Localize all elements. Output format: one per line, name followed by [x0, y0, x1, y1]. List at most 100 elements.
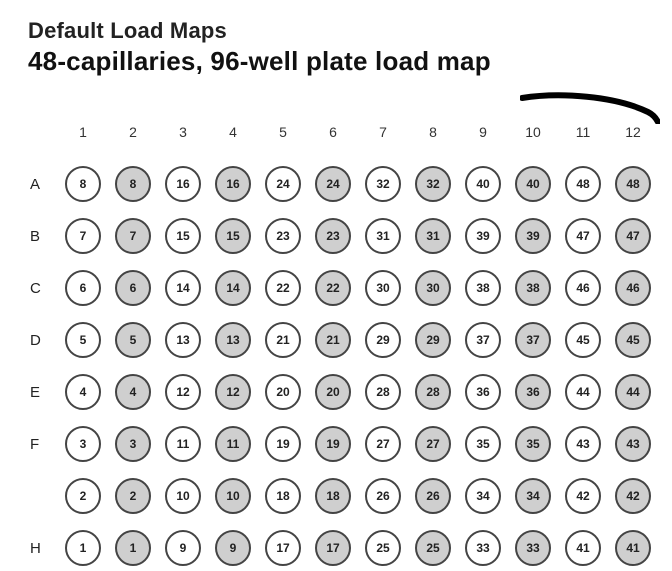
well-cell: 27 [410, 426, 456, 462]
well-cell: 31 [360, 218, 406, 254]
well-cell: 33 [460, 530, 506, 566]
well: 46 [565, 270, 601, 306]
well: 7 [65, 218, 101, 254]
well: 3 [115, 426, 151, 462]
well-cell: 20 [310, 374, 356, 410]
well: 43 [615, 426, 651, 462]
well: 41 [615, 530, 651, 566]
row-header: E [28, 384, 56, 401]
well-cell: 26 [410, 478, 456, 514]
well-cell: 38 [460, 270, 506, 306]
well: 35 [515, 426, 551, 462]
column-header: 8 [410, 124, 456, 140]
well: 29 [415, 322, 451, 358]
well-cell: 41 [610, 530, 656, 566]
well-cell: 30 [410, 270, 456, 306]
well-cell: 19 [260, 426, 306, 462]
well: 15 [165, 218, 201, 254]
well: 25 [365, 530, 401, 566]
column-header: 10 [510, 124, 556, 140]
well-cell: 5 [60, 322, 106, 358]
well-cell: 6 [110, 270, 156, 306]
well: 17 [315, 530, 351, 566]
well-cell: 3 [110, 426, 156, 462]
well-cell: 28 [360, 374, 406, 410]
well: 6 [65, 270, 101, 306]
well: 15 [215, 218, 251, 254]
well: 26 [415, 478, 451, 514]
well: 18 [265, 478, 301, 514]
well: 3 [65, 426, 101, 462]
well-cell: 34 [510, 478, 556, 514]
well-cell: 10 [210, 478, 256, 514]
well-cell: 32 [360, 166, 406, 202]
well: 36 [465, 374, 501, 410]
well: 10 [165, 478, 201, 514]
well-cell: 27 [360, 426, 406, 462]
well: 21 [315, 322, 351, 358]
well: 12 [165, 374, 201, 410]
well-cell: 8 [60, 166, 106, 202]
column-header: 2 [110, 124, 156, 140]
well-cell: 5 [110, 322, 156, 358]
column-header: 7 [360, 124, 406, 140]
well: 47 [615, 218, 651, 254]
well: 29 [365, 322, 401, 358]
well-cell: 7 [60, 218, 106, 254]
well: 40 [515, 166, 551, 202]
well: 14 [215, 270, 251, 306]
row-header: H [28, 540, 56, 557]
well: 28 [365, 374, 401, 410]
column-header: 12 [610, 124, 656, 140]
well-cell: 2 [60, 478, 106, 514]
well-cell: 25 [410, 530, 456, 566]
well: 42 [565, 478, 601, 514]
well: 19 [265, 426, 301, 462]
well-cell: 26 [360, 478, 406, 514]
well-cell: 39 [510, 218, 556, 254]
well: 48 [615, 166, 651, 202]
well-cell: 23 [310, 218, 356, 254]
well-cell: 19 [310, 426, 356, 462]
well-cell: 2 [110, 478, 156, 514]
well: 37 [515, 322, 551, 358]
well: 35 [465, 426, 501, 462]
well: 25 [415, 530, 451, 566]
well: 10 [215, 478, 251, 514]
well-cell: 31 [410, 218, 456, 254]
well: 34 [465, 478, 501, 514]
well-cell: 35 [510, 426, 556, 462]
row-header: B [28, 228, 56, 245]
well: 13 [215, 322, 251, 358]
well-cell: 47 [610, 218, 656, 254]
well-cell: 23 [260, 218, 306, 254]
well-cell: 3 [60, 426, 106, 462]
well: 20 [265, 374, 301, 410]
well: 40 [465, 166, 501, 202]
well-cell: 42 [560, 478, 606, 514]
well-cell: 33 [510, 530, 556, 566]
well: 33 [465, 530, 501, 566]
well-cell: 47 [560, 218, 606, 254]
well-cell: 9 [160, 530, 206, 566]
well: 46 [615, 270, 651, 306]
well-cell: 18 [260, 478, 306, 514]
well: 11 [215, 426, 251, 462]
well: 11 [165, 426, 201, 462]
well-cell: 4 [60, 374, 106, 410]
well-cell: 34 [460, 478, 506, 514]
well-cell: 46 [610, 270, 656, 306]
well-cell: 40 [510, 166, 556, 202]
well-cell: 13 [160, 322, 206, 358]
well-cell: 36 [460, 374, 506, 410]
well: 37 [465, 322, 501, 358]
well: 5 [65, 322, 101, 358]
well: 8 [115, 166, 151, 202]
well-cell: 32 [410, 166, 456, 202]
well: 4 [65, 374, 101, 410]
well-cell: 25 [360, 530, 406, 566]
well: 48 [565, 166, 601, 202]
well: 26 [365, 478, 401, 514]
well: 4 [115, 374, 151, 410]
subtitle: Default Load Maps [28, 18, 644, 44]
